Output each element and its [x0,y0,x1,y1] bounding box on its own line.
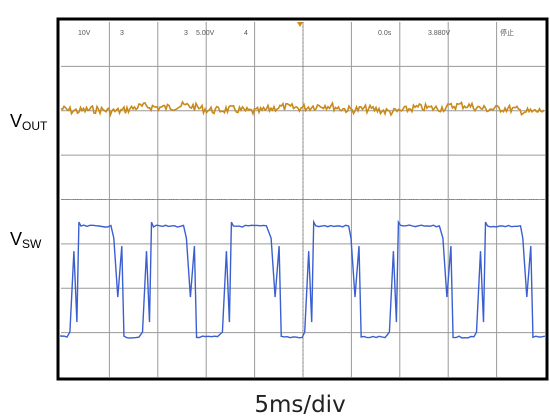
header-ch3-marker: 3 [184,30,188,37]
vout-label-sub: OUT [22,119,48,133]
header-time-offset: 0.0s [378,30,392,37]
vout-label-main: V [10,111,22,131]
vsw-label: V SW [10,229,42,251]
vsw-label-sub: SW [22,237,42,251]
x-axis-label: 5ms/div [254,392,345,418]
header-status: 停止 [500,28,514,37]
scope-header: 10V 3 3 5.00V 4 0.0s 3.880V 停止 [78,28,514,37]
header-trigger-level: 3.880V [428,30,451,37]
header-ch3-scale: 5.00V [196,30,215,37]
grid [61,22,545,377]
vout-label: V OUT [10,111,48,133]
header-ch1-marker: 3 [120,30,124,37]
vsw-trace [60,219,546,339]
trigger-marker [297,22,303,27]
vout-trace [60,100,545,118]
header-ch1-scale: 10V [78,30,91,37]
vsw-label-main: V [10,229,22,249]
header-ch4-marker: 4 [244,30,248,37]
